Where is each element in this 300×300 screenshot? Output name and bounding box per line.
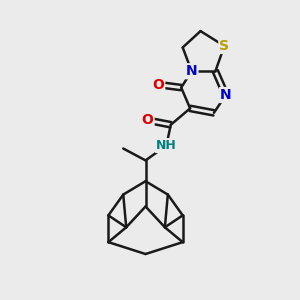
Text: N: N [186, 64, 197, 78]
Text: N: N [220, 88, 232, 102]
Text: NH: NH [156, 139, 177, 152]
Text: O: O [152, 78, 164, 92]
Text: O: O [142, 113, 154, 127]
Text: S: S [219, 39, 229, 53]
